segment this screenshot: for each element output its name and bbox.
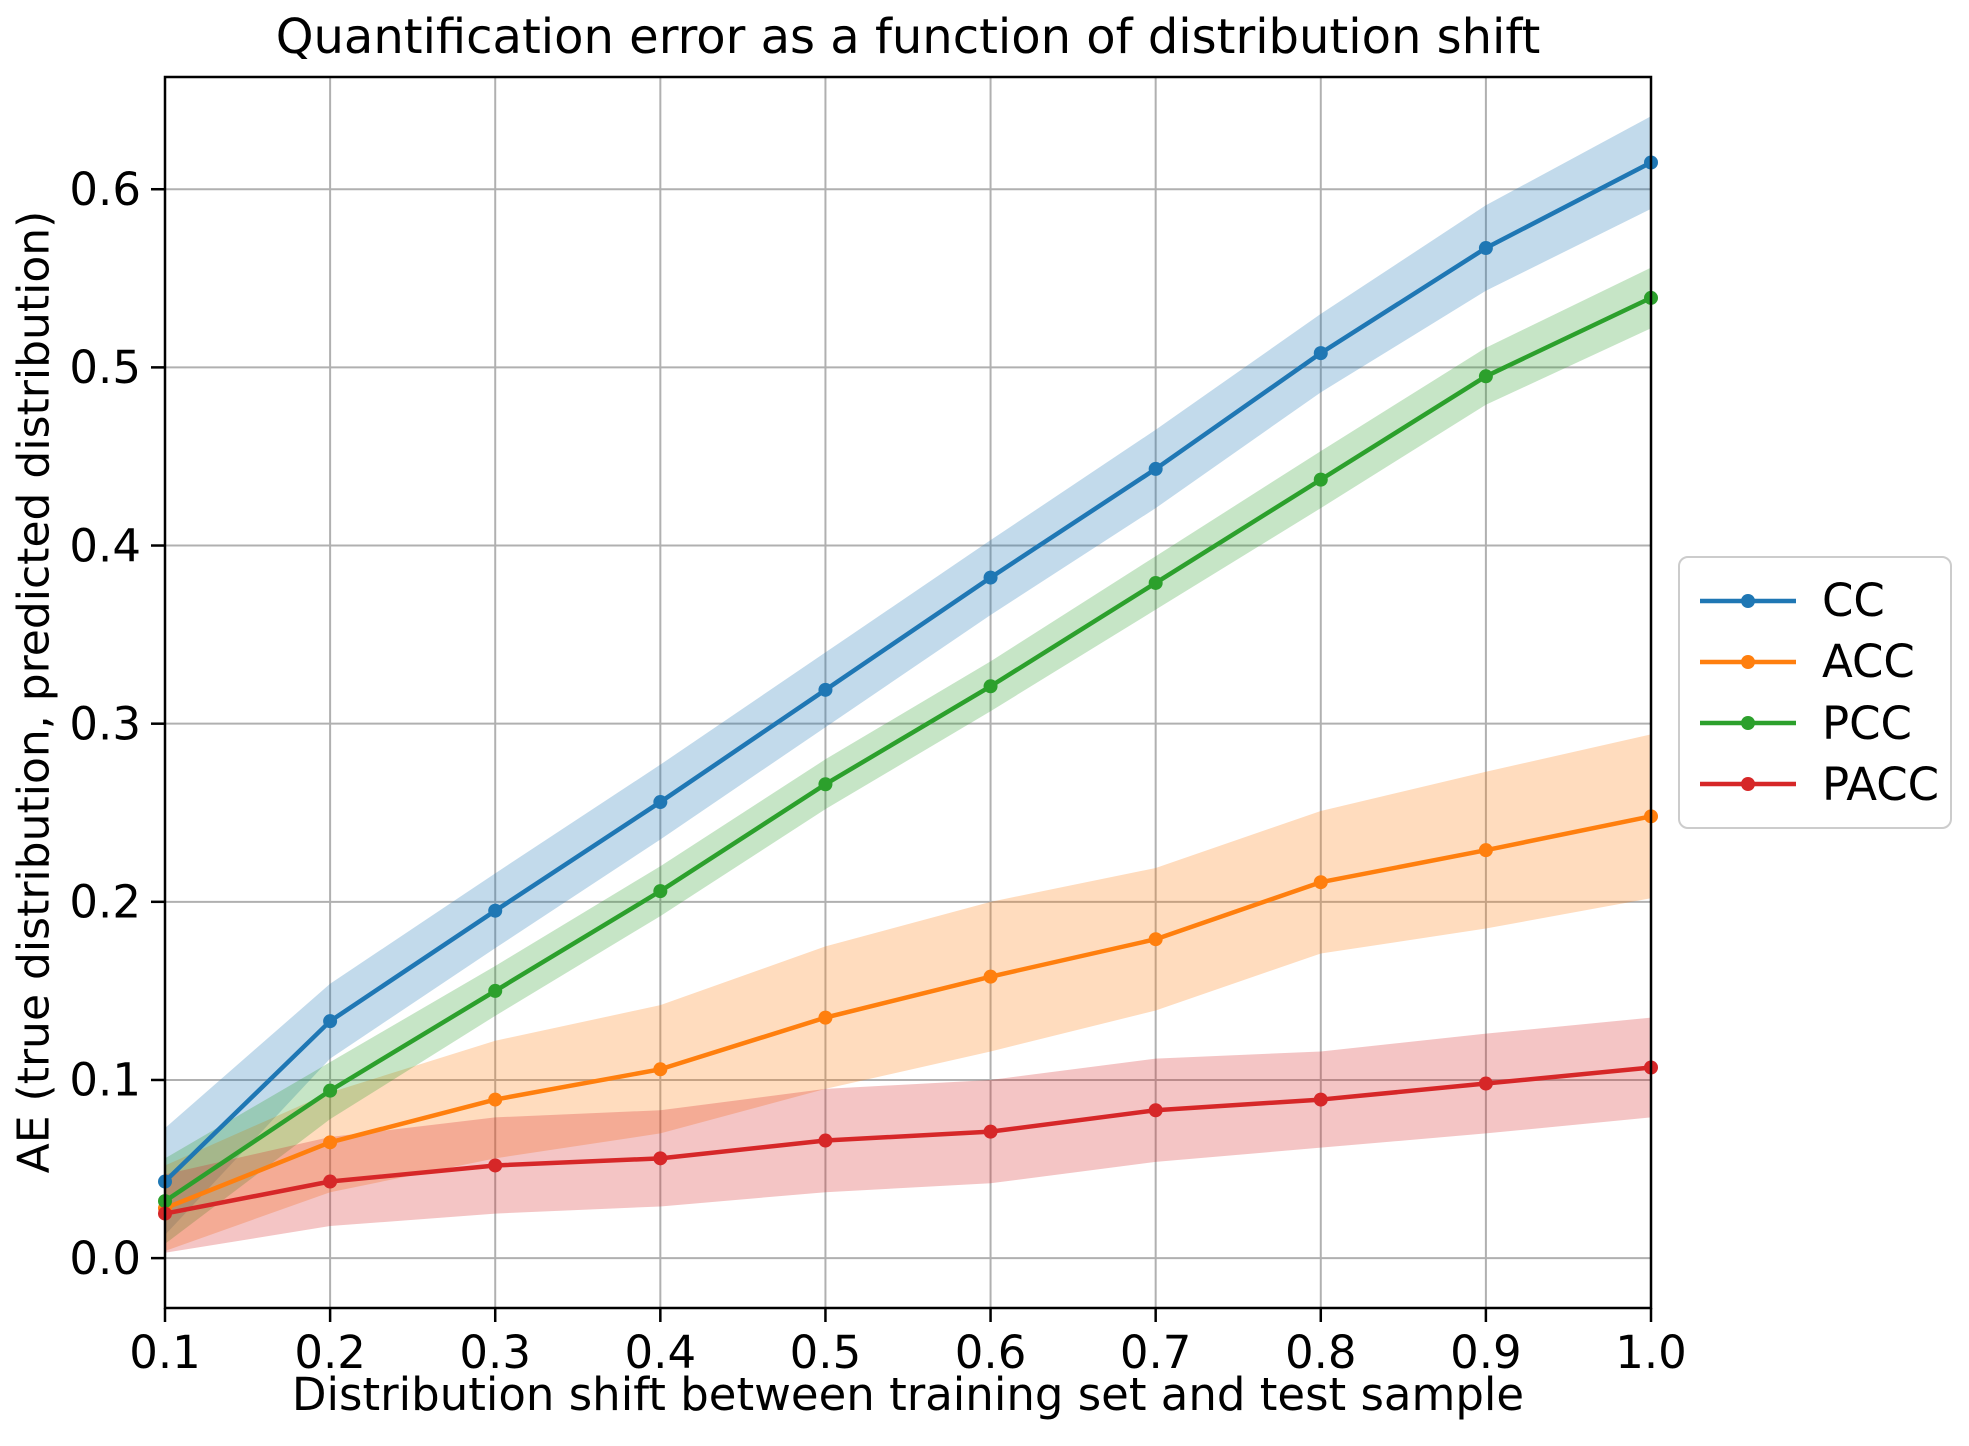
- series-PACC-marker: [818, 1133, 833, 1148]
- series-ACC-line: [162, 814, 1654, 1211]
- series-PCC-marker: [1148, 575, 1163, 590]
- x-axis-label: Distribution shift between training set …: [291, 1368, 1525, 1421]
- series-ACC-band: [165, 734, 1651, 1251]
- series-CC-marker: [1148, 461, 1163, 476]
- x-tick-label: 0.8: [1285, 1326, 1357, 1379]
- y-tick-label: 0.2: [69, 876, 141, 929]
- series-PACC-line: [162, 1065, 1654, 1216]
- legend-item-PACC: PACC: [1698, 762, 1950, 807]
- legend-swatch-ACC: [1700, 654, 1796, 669]
- series-PCC-marker: [1313, 472, 1328, 487]
- series-PCC-marker: [1478, 369, 1493, 384]
- legend-item-label: PACC: [1822, 757, 1940, 811]
- x-tick-label: 0.3: [459, 1326, 531, 1379]
- series-ACC-marker: [1148, 932, 1163, 947]
- series-CC-line: [162, 160, 1654, 1184]
- legend: CC ACC PCC PACC: [1678, 556, 1952, 829]
- series-PACC-marker: [323, 1174, 338, 1189]
- series-CC-marker: [653, 795, 668, 810]
- series-PACC-marker: [653, 1151, 668, 1166]
- series-CC-marker: [1478, 241, 1493, 256]
- series-ACC-marker: [323, 1135, 338, 1150]
- x-tick-label: 0.4: [625, 1326, 697, 1379]
- legend-item-CC: CC: [1698, 578, 1950, 623]
- series-PACC-marker: [1478, 1076, 1493, 1091]
- legend-item-label: ACC: [1822, 635, 1915, 689]
- series-CC-marker: [983, 570, 998, 585]
- x-tick-label: 0.5: [790, 1326, 862, 1379]
- series-CC-marker: [323, 1014, 338, 1029]
- legend-item-PCC: PCC: [1698, 701, 1950, 746]
- series-CC-band: [165, 116, 1651, 1235]
- series-PCC: [158, 290, 1658, 1209]
- y-tick-label: 0.4: [69, 519, 141, 572]
- series-CC-marker: [818, 682, 833, 697]
- y-tick-label: 0.5: [69, 341, 141, 394]
- tick-labels: 0.1 0.2 0.3 0.4 0.5 0.6 0.7 0.8 0.9 1.0 0.0 0.1 0.2 0…: [69, 163, 1686, 1379]
- legend-item-label: CC: [1822, 574, 1885, 628]
- series-PCC-marker: [983, 679, 998, 694]
- y-tick-label: 0.6: [69, 163, 141, 216]
- x-tick-label: 0.1: [129, 1326, 201, 1379]
- legend-item-ACC: ACC: [1698, 639, 1950, 684]
- series-PCC-marker: [818, 777, 833, 792]
- series-PCC-marker: [488, 983, 503, 998]
- series-ACC-marker: [1313, 875, 1328, 890]
- series-CC-marker: [1313, 346, 1328, 361]
- series-ACC-marker: [488, 1092, 503, 1107]
- series-ACC-marker: [653, 1062, 668, 1077]
- series-CC-marker: [488, 903, 503, 918]
- series-PACC: [158, 1060, 1658, 1221]
- series-ACC-marker: [818, 1010, 833, 1025]
- x-tick-label: 0.2: [294, 1326, 366, 1379]
- series-PACC-marker: [983, 1124, 998, 1139]
- series-PACC-marker: [1313, 1092, 1328, 1107]
- legend-swatch-CC: [1700, 593, 1796, 608]
- legend-swatch-marker-icon: [1741, 716, 1755, 731]
- x-tick-label: 0.6: [955, 1326, 1027, 1379]
- series-PACC-marker: [1148, 1103, 1163, 1118]
- series-ACC-marker: [983, 969, 998, 984]
- y-tick-label: 0.0: [69, 1232, 141, 1285]
- x-tick-label: 1.0: [1615, 1326, 1687, 1379]
- ticks: [151, 187, 1653, 1322]
- series-CC: [158, 155, 1658, 1189]
- series-PCC-marker: [323, 1083, 338, 1098]
- x-tick-label: 0.7: [1120, 1326, 1192, 1379]
- series-PACC-marker: [488, 1158, 503, 1173]
- legend-swatch-marker-icon: [1741, 593, 1755, 608]
- plot-border: [163, 75, 1653, 1310]
- series-ACC-marker: [1478, 843, 1493, 858]
- legend-swatch-marker-icon: [1741, 654, 1755, 669]
- series-PCC-band: [165, 267, 1651, 1244]
- x-tick-label: 0.9: [1450, 1326, 1522, 1379]
- series-PCC-line: [162, 295, 1654, 1204]
- y-tick-label: 0.3: [69, 697, 141, 750]
- legend-swatch-marker-icon: [1741, 777, 1755, 792]
- legend-item-label: PCC: [1822, 696, 1912, 750]
- y-axis-label: AE (true distribution, predicted distrib…: [8, 210, 60, 1174]
- y-tick-label: 0.1: [69, 1054, 141, 1107]
- legend-swatch-PCC: [1700, 716, 1796, 731]
- chart-title: Quantification error as a function of di…: [275, 9, 1541, 65]
- series-PCC-marker: [653, 884, 668, 899]
- legend-swatch-PACC: [1700, 777, 1796, 792]
